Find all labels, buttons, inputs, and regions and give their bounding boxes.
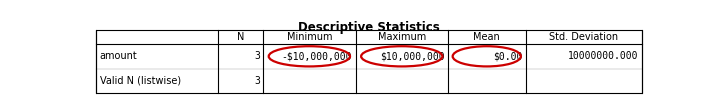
Text: -$10,000,000: -$10,000,000 [282, 51, 352, 61]
Text: Descriptive Statistics: Descriptive Statistics [298, 21, 440, 34]
Text: 3: 3 [254, 76, 260, 86]
Text: 3: 3 [254, 51, 260, 61]
Text: Minimum: Minimum [287, 32, 332, 42]
Text: Maximum: Maximum [378, 32, 426, 42]
Text: 10000000.000: 10000000.000 [568, 51, 639, 61]
Text: Std. Deviation: Std. Deviation [549, 32, 618, 42]
Text: Valid N (listwise): Valid N (listwise) [99, 76, 181, 86]
Text: N: N [237, 32, 245, 42]
Text: $0.00: $0.00 [492, 51, 522, 61]
Text: $10,000,000: $10,000,000 [380, 51, 445, 61]
Bar [96, 30, 642, 93]
Text: Mean: Mean [473, 32, 500, 42]
Text: amount: amount [99, 51, 138, 61]
